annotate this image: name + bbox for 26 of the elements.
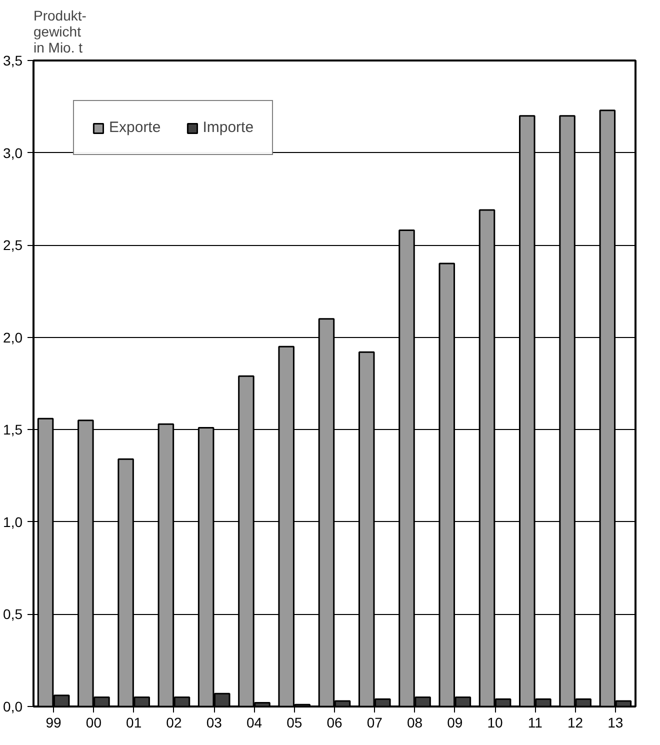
x-tick-label: 06	[326, 714, 342, 730]
x-tick-label: 13	[608, 714, 624, 730]
x-tick-label: 12	[568, 714, 584, 730]
x-tick-label: 99	[46, 714, 62, 730]
y-tick-label: 0,5	[3, 606, 23, 622]
x-tick-label: 10	[487, 714, 504, 730]
y-tick-label: 0,0	[3, 698, 23, 714]
x-tick-label: 09	[447, 714, 463, 730]
y-tick-label: 2,0	[3, 329, 23, 346]
y-tick-label: 2,5	[3, 237, 23, 254]
y-tick-label: 1,5	[3, 422, 23, 438]
legend-label: Importe	[202, 119, 254, 136]
y-tick-label: 1,0	[3, 514, 23, 530]
y-axis-title: Produkt- gewicht in Mio. t	[34, 8, 87, 56]
y-tick-label: 3,5	[3, 52, 23, 68]
x-tick-label: 03	[206, 714, 222, 730]
x-tick-label: 01	[126, 714, 142, 730]
x-tick-label: 11	[528, 714, 543, 730]
x-tick-label: 02	[166, 714, 182, 730]
x-tick-label: 04	[246, 714, 262, 730]
x-tick-label: 00	[86, 714, 102, 730]
x-tick-label: 08	[406, 714, 423, 730]
x-tick-label: 05	[286, 714, 302, 730]
x-tick-label: 07	[366, 714, 383, 730]
y-tick-label: 3,0	[3, 144, 23, 161]
legend-label: Exporte	[109, 119, 161, 136]
